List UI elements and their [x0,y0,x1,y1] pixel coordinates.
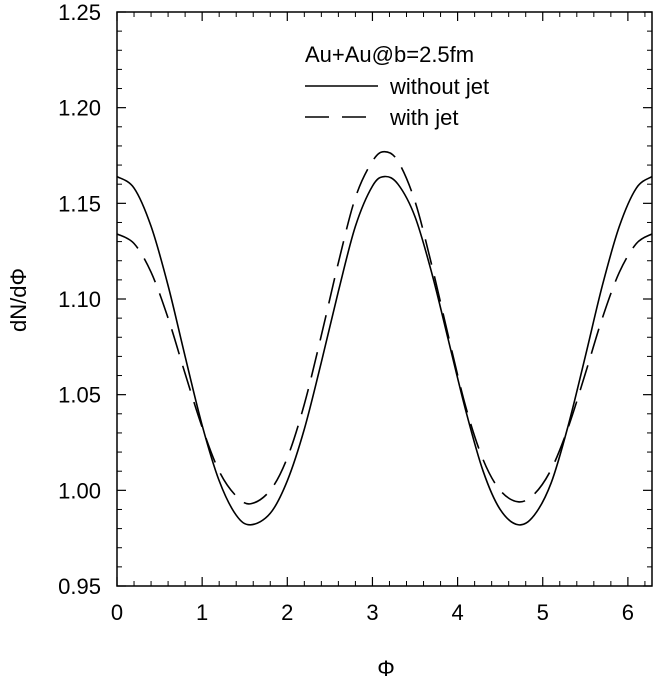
plot-frame [116,11,653,587]
y-tick-label: 1.25 [58,0,101,25]
legend-title: Au+Au@b=2.5fm [305,42,474,67]
y-tick-label: 0.95 [58,574,101,599]
y-tick-label: 1.10 [58,287,101,312]
legend-label-with-jet: with jet [389,105,458,130]
tick-labels: 0 1 2 3 4 5 6 0.95 1.00 1.05 1.10 1.15 1.20 1.25 [58,0,634,625]
x-axis-title: Φ [377,656,395,681]
x-tick-label: 2 [281,600,293,625]
legend-label-without-jet: without jet [389,74,489,99]
y-tick-label: 1.20 [58,96,101,121]
series-group [116,150,653,526]
x-tick-label: 0 [111,600,123,625]
y-axis-title: dN/dΦ [6,268,31,332]
x-tick-label: 6 [622,600,634,625]
x-tick-label: 5 [537,600,549,625]
x-tick-label: 4 [451,600,463,625]
y-tick-label: 1.05 [58,383,101,408]
axis-ticks [116,11,652,587]
series-line-with-jet [116,150,653,505]
x-tick-label: 3 [366,600,378,625]
x-tick-label: 1 [196,600,208,625]
y-tick-label: 1.00 [58,478,101,503]
legend: Au+Au@b=2.5fm without jet with jet [305,42,489,130]
y-tick-label: 1.15 [58,191,101,216]
series-line-without-jet [116,175,653,526]
